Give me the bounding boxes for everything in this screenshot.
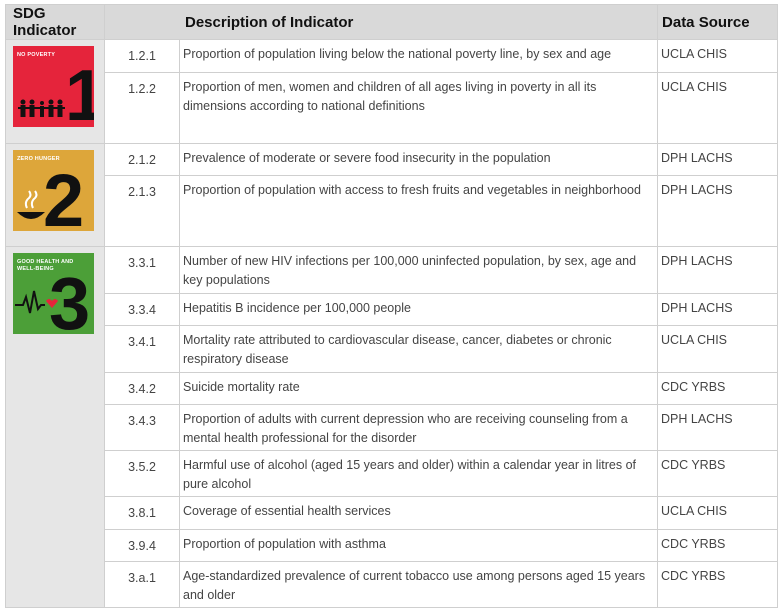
sdg-goal-2-icon: ZERO HUNGER 2 [13, 150, 94, 231]
goal-3-cell: GOOD HEALTH AND WELL-BEING 3 [5, 246, 105, 608]
sdg-goal-1-icon: NO POVERTY 1 [13, 46, 94, 127]
data-source: UCLA CHIS [657, 496, 779, 530]
table-row: 1.2.2 Proportion of men, women and child… [6, 72, 779, 144]
header-sdg-indicator: SDG Indicator [5, 4, 105, 40]
table-row: 3.4.3 Proportion of adults with current … [6, 404, 779, 451]
indicator-code: 3.a.1 [104, 561, 180, 608]
poverty-family-icon [18, 99, 65, 117]
table-row: 3.9.4 Proportion of population with asth… [6, 529, 779, 562]
indicator-code: 2.1.3 [104, 175, 180, 247]
table-row: 3.4.2 Suicide mortality rate CDC YRBS [6, 372, 779, 405]
indicator-description: Coverage of essential health services [178, 496, 659, 530]
indicator-description: Proportion of population living below th… [178, 39, 659, 73]
data-source: UCLA CHIS [657, 39, 779, 73]
data-source: DPH LACHS [657, 246, 779, 294]
indicator-code: 3.9.4 [104, 529, 180, 562]
data-source: CDC YRBS [657, 372, 779, 405]
indicator-code: 3.4.1 [104, 325, 180, 373]
table-row: ZERO HUNGER 2 2.1.2 Prevalence of modera… [5, 143, 779, 247]
indicator-code: 3.3.4 [104, 293, 180, 326]
data-source: DPH LACHS [657, 293, 779, 326]
data-source: CDC YRBS [657, 450, 779, 497]
indicator-description: Proportion of population with access to … [178, 175, 659, 247]
goal-3-number: 3 [49, 262, 91, 335]
indicator-code: 3.3.1 [104, 246, 180, 294]
indicator-code: 3.4.3 [104, 404, 180, 451]
data-source: DPH LACHS [657, 175, 779, 247]
indicator-description: Age-standardized prevalence of current t… [178, 561, 659, 608]
goal-3-label: GOOD HEALTH AND WELL-BEING [17, 259, 74, 272]
table-row: 2.1.3 Proportion of population with acce… [6, 175, 779, 247]
sdg-indicator-table: SDG Indicator Description of Indicator D… [5, 4, 779, 608]
goal-1-cell: NO POVERTY 1 [5, 39, 105, 144]
indicator-description: Proportion of adults with current depres… [178, 404, 659, 451]
indicator-code: 2.1.2 [104, 143, 180, 176]
indicator-table-container: SDG Indicator Description of Indicator D… [5, 4, 779, 608]
indicator-code: 3.5.2 [104, 450, 180, 497]
table-row: 3.5.2 Harmful use of alcohol (aged 15 ye… [6, 450, 779, 497]
indicator-code: 3.8.1 [104, 496, 180, 530]
goal-2-cell: ZERO HUNGER 2 [5, 143, 105, 247]
indicator-description: Proportion of men, women and children of… [178, 72, 659, 144]
indicator-description: Suicide mortality rate [178, 372, 659, 405]
table-row: NO POVERTY 1 1.2.1 Propo [5, 39, 779, 144]
indicator-description: Harmful use of alcohol (aged 15 years an… [178, 450, 659, 497]
goal-1-number: 1 [65, 56, 94, 127]
table-row: 3.8.1 Coverage of essential health servi… [6, 496, 779, 530]
goal-2-label: ZERO HUNGER [17, 156, 60, 162]
header-row: SDG Indicator Description of Indicator D… [5, 4, 779, 40]
indicator-description: Mortality rate attributed to cardiovascu… [178, 325, 659, 373]
indicator-description: Proportion of population with asthma [178, 529, 659, 562]
goal-2-number: 2 [43, 159, 85, 232]
table-row: 3.3.4 Hepatitis B incidence per 100,000 … [6, 293, 779, 326]
indicator-description: Number of new HIV infections per 100,000… [178, 246, 659, 294]
data-source: DPH LACHS [657, 143, 779, 176]
table-row: 3.4.1 Mortality rate attributed to cardi… [6, 325, 779, 373]
heartbeat-icon [15, 290, 58, 314]
goal-1-label: NO POVERTY [17, 52, 56, 58]
data-source: DPH LACHS [657, 404, 779, 451]
indicator-code: 3.4.2 [104, 372, 180, 405]
indicator-code: 1.2.1 [104, 39, 180, 73]
indicator-description: Hepatitis B incidence per 100,000 people [178, 293, 659, 326]
table-row: 3.a.1 Age-standardized prevalence of cur… [6, 561, 779, 608]
data-source: UCLA CHIS [657, 325, 779, 373]
data-source: CDC YRBS [657, 529, 779, 562]
data-source: UCLA CHIS [657, 72, 779, 144]
header-description: Description of Indicator [103, 4, 659, 40]
indicator-code: 1.2.2 [104, 72, 180, 144]
table-row: GOOD HEALTH AND WELL-BEING 3 3.3.1 Numbe… [5, 246, 779, 608]
header-data-source: Data Source [657, 4, 779, 40]
bowl-icon [17, 190, 45, 219]
sdg-goal-3-icon: GOOD HEALTH AND WELL-BEING 3 [13, 253, 94, 334]
indicator-description: Prevalence of moderate or severe food in… [178, 143, 659, 176]
data-source: CDC YRBS [657, 561, 779, 608]
